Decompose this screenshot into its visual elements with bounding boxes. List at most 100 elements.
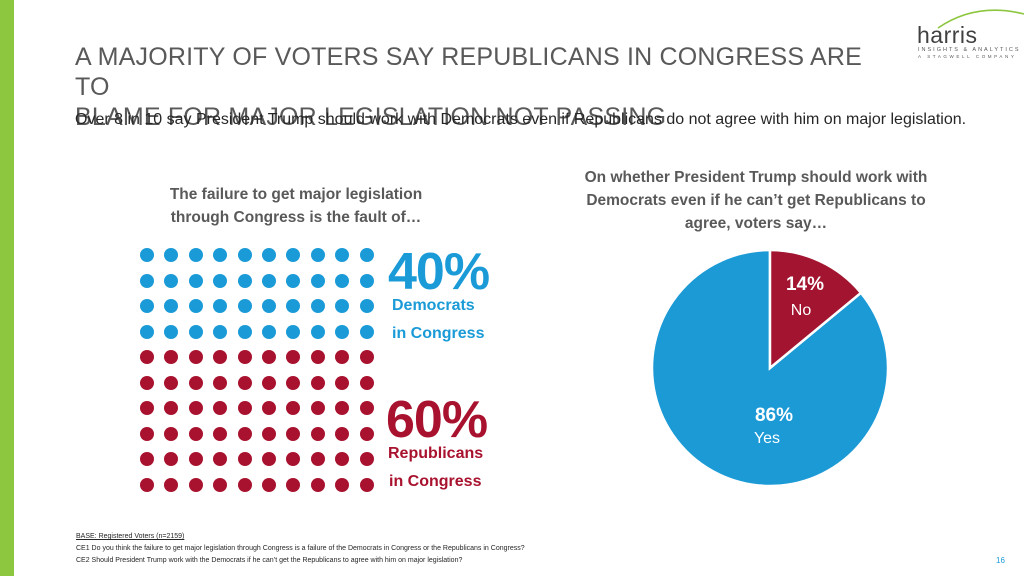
dot-democrats — [164, 299, 179, 313]
dot-republicans — [262, 426, 276, 441]
dot-democrats — [213, 248, 228, 262]
dot-republicans — [359, 375, 374, 390]
dot-republicans — [188, 477, 203, 492]
dot-republicans — [164, 375, 179, 390]
dot-republicans — [310, 401, 325, 415]
harris-logo: harris INSIGHTS & ANALYTICS A STAGWELL C… — [912, 8, 1024, 59]
dot-democrats — [359, 273, 374, 288]
dot-republicans — [188, 401, 203, 415]
dot-democrats — [335, 248, 350, 262]
dot-democrats — [262, 299, 276, 313]
dot-republicans — [310, 375, 325, 390]
dot-democrats — [262, 273, 276, 288]
dot-republicans — [286, 452, 301, 466]
dot-republicans — [164, 477, 179, 492]
dot-democrats — [188, 248, 203, 262]
logo-tagline: INSIGHTS & ANALYTICS — [918, 47, 1021, 53]
dot-republicans — [310, 426, 325, 441]
dot-democrats — [164, 273, 179, 288]
footer-question-1: CE1 Do you think the failure to get majo… — [76, 545, 525, 552]
dot-republicans — [237, 426, 252, 441]
dot-democrats — [188, 324, 203, 339]
dot-democrats — [164, 324, 179, 339]
dot-democrats — [359, 299, 374, 313]
dot-democrats — [310, 299, 325, 313]
dot-democrats — [335, 273, 350, 288]
dot-republicans — [213, 477, 228, 492]
dot-republicans — [286, 477, 301, 492]
dot-republicans — [335, 375, 350, 390]
dot-democrats — [188, 273, 203, 288]
pie-no-percent: 14% — [786, 274, 824, 295]
dot-democrats — [164, 248, 179, 262]
dot-democrats — [213, 299, 228, 313]
accent-bar — [0, 0, 14, 576]
dot-republicans — [359, 401, 374, 415]
dot-republicans — [359, 477, 374, 492]
dot-republicans — [359, 426, 374, 441]
dot-democrats — [335, 324, 350, 339]
republicans-sublabel: in Congress — [389, 473, 482, 490]
pie-slice-no — [768, 248, 863, 371]
dot-republicans — [359, 350, 374, 364]
dot-democrats — [310, 248, 325, 262]
dot-democrats — [335, 299, 350, 313]
dot-republicans — [140, 350, 154, 364]
dot-democrats — [262, 324, 276, 339]
dot-republicans — [140, 477, 154, 492]
dot-republicans — [164, 426, 179, 441]
dot-democrats — [237, 324, 252, 339]
dot-republicans — [286, 401, 301, 415]
dot-democrats — [237, 299, 252, 313]
dot-republicans — [359, 452, 374, 466]
dot-republicans — [335, 452, 350, 466]
dot-republicans — [237, 401, 252, 415]
republicans-label: Republicans — [388, 445, 484, 462]
dot-republicans — [310, 477, 325, 492]
dot-democrats — [359, 248, 374, 262]
footer-base: BASE: Registered Voters (n=2159) — [76, 533, 185, 540]
dot-democrats — [286, 324, 301, 339]
dot-democrats — [237, 273, 252, 288]
dot-republicans — [164, 401, 179, 415]
dot-republicans — [262, 375, 276, 390]
dot-republicans — [335, 477, 350, 492]
dot-republicans — [213, 350, 228, 364]
dot-democrats — [140, 324, 154, 339]
dot-republicans — [188, 426, 203, 441]
dot-chart-heading: The failure to get major legislation thr… — [169, 186, 423, 226]
dot-republicans — [140, 375, 154, 390]
dot-democrats — [262, 248, 276, 262]
logo-arc-icon — [937, 9, 1024, 29]
page-title: A MAJORITY OF VOTERS SAY REPUBLICANS IN … — [75, 42, 895, 132]
dot-republicans — [286, 375, 301, 390]
dot-republicans — [286, 350, 301, 364]
pie-no-label: No — [791, 302, 812, 319]
dot-republicans — [213, 426, 228, 441]
page-subtitle: Over 8 in 10 say President Trump should … — [75, 111, 967, 128]
dot-republicans — [213, 375, 228, 390]
dot-democrats — [310, 273, 325, 288]
dot-democrats — [140, 299, 154, 313]
dot-democrats — [286, 248, 301, 262]
dot-democrats — [213, 273, 228, 288]
dot-republicans — [310, 350, 325, 364]
democrats-label: Democrats — [392, 297, 475, 314]
dot-democrats — [188, 299, 203, 313]
dot-republicans — [140, 401, 154, 415]
pie-yes-label: Yes — [754, 430, 780, 447]
democrats-percent-label: 40% — [388, 243, 490, 301]
dot-republicans — [213, 401, 228, 415]
republicans-percent-label: 60% — [386, 391, 488, 449]
dot-republicans — [286, 426, 301, 441]
dot-democrats — [140, 248, 154, 262]
dot-republicans — [237, 350, 252, 364]
dot-democrats — [286, 299, 301, 313]
logo-subtag: A STAGWELL COMPANY — [918, 54, 1017, 59]
pie-yes-percent: 86% — [755, 405, 793, 426]
dot-democrats — [359, 324, 374, 339]
dot-republicans — [262, 452, 276, 466]
dot-republicans — [164, 452, 179, 466]
dot-grid-chart — [140, 248, 380, 496]
dot-republicans — [335, 426, 350, 441]
